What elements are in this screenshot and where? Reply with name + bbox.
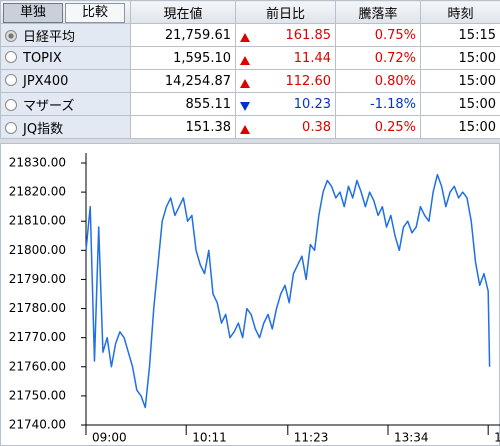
y-tick-label: 21820.00 xyxy=(9,185,66,199)
price: 1,595.10 xyxy=(130,46,236,70)
x-tick-label: 14: xyxy=(494,431,500,445)
change-rate: 0.72% xyxy=(335,46,421,70)
up-arrow xyxy=(240,78,250,88)
time: 15:15 xyxy=(420,23,500,47)
y-tick-label: 21830.00 xyxy=(9,156,66,170)
y-tick-label: 21770.00 xyxy=(9,330,66,344)
y-tick-label: 21760.00 xyxy=(9,359,66,373)
time: 15:00 xyxy=(420,46,500,70)
x-tick-label: 10:11 xyxy=(192,431,227,445)
price-line xyxy=(85,173,491,409)
y-tick-label: 21750.00 xyxy=(9,388,66,402)
change: 10.23 xyxy=(293,96,331,112)
down-arrow xyxy=(240,101,250,111)
up-arrow xyxy=(240,55,250,65)
y-tick-label: 21740.00 xyxy=(9,418,66,432)
tab[interactable]: 比較 xyxy=(65,2,125,23)
x-tick-label: 11:23 xyxy=(294,431,329,445)
price: 14,254.87 xyxy=(130,69,236,93)
y-tick-label: 21810.00 xyxy=(9,214,66,228)
change: 112.60 xyxy=(285,73,332,89)
change-rate: 0.80% xyxy=(335,69,421,93)
column-header: 騰落率 xyxy=(335,0,421,24)
index-name: 日経平均 xyxy=(23,29,76,45)
x-tick-label: 13:34 xyxy=(394,431,429,445)
index-name: JPX400 xyxy=(23,73,69,89)
price: 21,759.61 xyxy=(130,23,236,47)
change-rate: 0.75% xyxy=(335,23,421,47)
change: 11.44 xyxy=(293,50,331,66)
index-name: マザーズ xyxy=(23,98,75,114)
index-name: TOPIX xyxy=(23,50,62,66)
y-tick-label: 21790.00 xyxy=(9,272,66,286)
up-arrow xyxy=(240,32,250,42)
change-rate: -1.18% xyxy=(335,92,421,116)
time: 15:00 xyxy=(420,115,500,139)
change-rate: 0.25% xyxy=(335,115,421,139)
up-arrow xyxy=(240,124,250,134)
radio[interactable] xyxy=(5,29,17,42)
radio[interactable] xyxy=(5,121,17,134)
chart-frame xyxy=(0,143,500,446)
radio[interactable] xyxy=(5,50,17,63)
column-header: 前日比 xyxy=(235,0,336,24)
radio[interactable] xyxy=(5,73,17,86)
column-header: 現在値 xyxy=(130,0,236,24)
price: 151.38 xyxy=(130,115,236,139)
time: 15:00 xyxy=(420,69,500,93)
time: 15:00 xyxy=(420,92,500,116)
index-name: JQ指数 xyxy=(23,121,64,137)
price: 855.11 xyxy=(130,92,236,116)
change: 161.85 xyxy=(285,27,332,43)
intraday-chart: 21740.00 21750.00 21760.00 21770.00 21780.00… xyxy=(0,143,500,446)
x-tick-label: 09:00 xyxy=(92,431,127,445)
y-tick-label: 21800.00 xyxy=(9,243,66,257)
quote-table: 単独 比較 現在値 前日比 騰落率 時刻 日経平均 21,759.61 161.8… xyxy=(0,0,500,139)
change: 0.38 xyxy=(302,119,331,135)
y-tick-label: 21780.00 xyxy=(9,301,66,315)
column-header: 時刻 xyxy=(420,0,500,24)
radio[interactable] xyxy=(5,98,17,111)
tab-bar: 単独 比較 xyxy=(0,0,131,24)
tab[interactable]: 単独 xyxy=(3,2,63,23)
